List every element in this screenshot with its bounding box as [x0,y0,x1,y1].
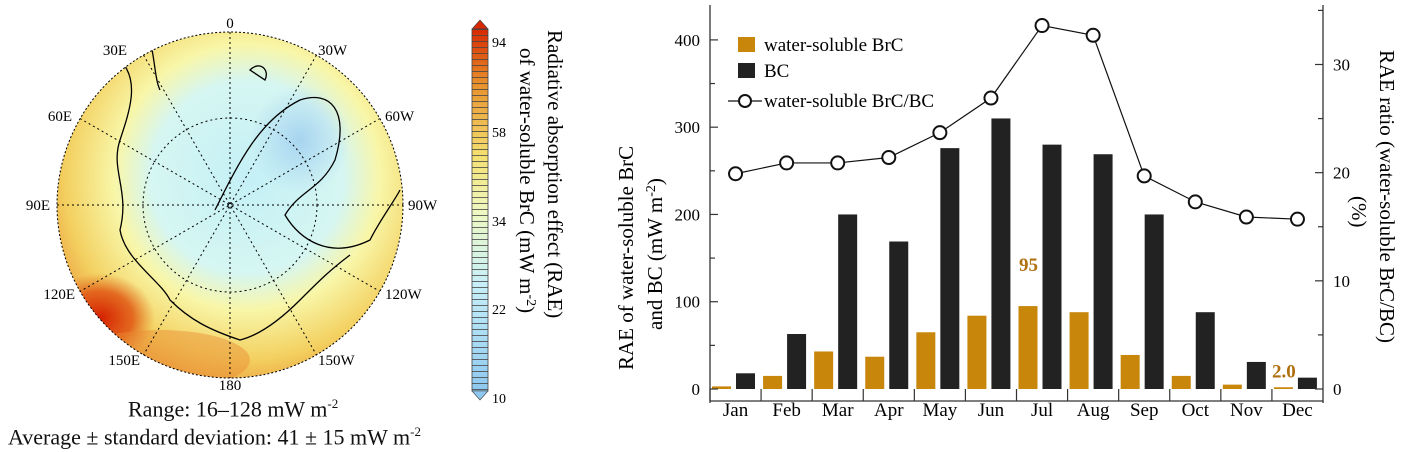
colorbar [471,19,489,401]
y2-axis-label-line1: RAE ratio (water-soluble BrC/BC) [1375,50,1399,343]
lon-label: 180 [219,378,242,394]
y-tick-label: 100 [675,293,701,312]
y-axis-label-line1: RAE of water-soluble BrC [614,146,638,370]
bar-bc-Jan [736,373,755,389]
x-tick-label: Jan [723,400,749,421]
bar-bc-Sep [1144,214,1164,389]
coastline [116,39,401,341]
colorbar-title-line1: Radiative absorption effect (RAE) [543,30,567,318]
legend-swatch-bc [738,63,755,78]
bar-brc-May [916,332,936,389]
ratio-point-Apr [881,150,897,166]
lon-label: 0 [226,16,234,32]
bar-brc-Jul [1018,306,1038,389]
y-tick-label: 0 [692,380,701,399]
bar-bc-Jul [1042,144,1062,389]
bar-brc-Oct [1171,375,1191,389]
lon-label: 120W [385,287,423,303]
bar-bc-Dec [1297,377,1317,389]
bar-brc-Jun [967,315,987,389]
y-tick-label: 400 [675,31,701,50]
bar-bc-Jun [991,118,1011,390]
legend-label: water-soluble BrC/BC [764,91,934,112]
ratio-point-Oct [1187,194,1203,210]
ratio-point-May [932,125,948,141]
greenland-low-region [250,85,350,195]
x-tick-label: Oct [1182,400,1210,421]
bar-brc-Jan [712,386,731,389]
x-tick-label: Apr [874,400,904,421]
ratio-point-Aug [1085,27,1101,43]
legend-label: BC [764,61,789,82]
x-tick-label: Feb [772,400,801,421]
y-tick-label: 300 [675,118,701,137]
ratio-point-Jun [983,90,999,106]
lon-label: 30E [103,43,127,59]
lon-label: 60W [385,109,415,125]
colorbar-tick: 58 [492,126,506,141]
graticule [57,32,403,378]
bar-bc-Feb [787,334,807,389]
lon-label: 150W [318,353,356,369]
bar-brc-Mar [814,351,834,389]
y2-tick-label: 30 [1333,55,1350,74]
bar-bc-Nov [1246,361,1266,389]
bar-brc-Aug [1069,312,1089,389]
x-tick-label: Sep [1130,400,1159,421]
legend-marker-ratio [738,94,752,108]
data-label: 95 [1019,255,1038,276]
x-tick-label: Nov [1230,400,1263,421]
ratio-point-Dec [1289,211,1305,227]
y-tick-label: 200 [675,205,701,224]
bar-bc-May [940,148,960,389]
x-tick-label: Jun [978,400,1005,421]
ratio-point-Sep [1136,168,1152,184]
polar-map: 0 30W 60W 90W 120W 150W 180 150E 120E 90… [26,16,567,407]
lon-label: 60E [48,109,72,125]
bar-bc-Mar [838,214,858,389]
y-axis-label-line2: and BC (mW m-2) [643,178,667,330]
bar-brc-Feb [763,375,783,389]
range-caption: Range: 16–128 mW m-2 [128,396,339,422]
bar-brc-Apr [865,356,885,389]
colorbar-tick: 34 [492,215,506,230]
x-tick-label: May [922,400,957,421]
average-caption: Average ± standard deviation: 41 ± 15 mW… [8,424,421,450]
x-tick-label: Mar [822,400,854,421]
colorbar-title-line2: of water-soluble BrC (mW m-2) [515,48,539,313]
data-label: 2.0 [1272,361,1296,382]
y2-tick-label: 10 [1333,272,1350,291]
legend-label: water-soluble BrC [764,35,903,56]
x-tick-label: Jul [1031,400,1053,421]
ratio-point-Mar [830,155,846,171]
legend: water-soluble BrC BC water-soluble BrC/B… [728,35,934,112]
bar-brc-Sep [1120,354,1140,389]
y2-axis-label-line2: (%) [1347,196,1371,227]
bar-brc-Nov [1222,384,1242,389]
lon-label: 30W [318,43,348,59]
bar-brc-Dec [1273,387,1293,389]
bar-bc-Apr [889,241,909,389]
x-tick-label: Aug [1077,400,1110,421]
ratio-line [735,24,1298,220]
ratio-point-Nov [1238,209,1254,225]
lon-label: 90W [408,198,438,214]
lon-label: 90E [26,198,50,214]
colorbar-tick: 94 [492,36,506,51]
ratio-point-Feb [779,155,795,171]
y2-tick-label: 20 [1333,164,1350,183]
colorbar-tick: 22 [492,303,506,318]
bar-bc-Oct [1195,312,1215,389]
legend-swatch-brc [738,37,755,52]
lon-label: 120E [43,287,75,303]
x-tick-label: Dec [1282,400,1313,421]
lon-label: 150E [108,353,140,369]
monthly-rae-chart: 95 2.0 Jan Feb Mar Apr May Jun Jul Aug Sep Oct Nov D… [614,5,1399,421]
ratio-point-Jan [728,166,744,182]
ratio-point-Jul [1034,18,1050,34]
y2-tick-label: 0 [1333,380,1342,399]
colorbar-tick: 10 [492,392,506,407]
bar-bc-Aug [1093,154,1113,389]
